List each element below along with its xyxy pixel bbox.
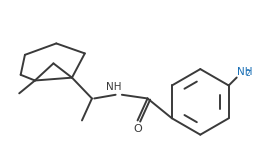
Text: O: O <box>133 124 142 134</box>
Text: NH: NH <box>106 82 121 92</box>
Text: NH: NH <box>237 67 252 77</box>
Text: 2: 2 <box>245 69 250 78</box>
